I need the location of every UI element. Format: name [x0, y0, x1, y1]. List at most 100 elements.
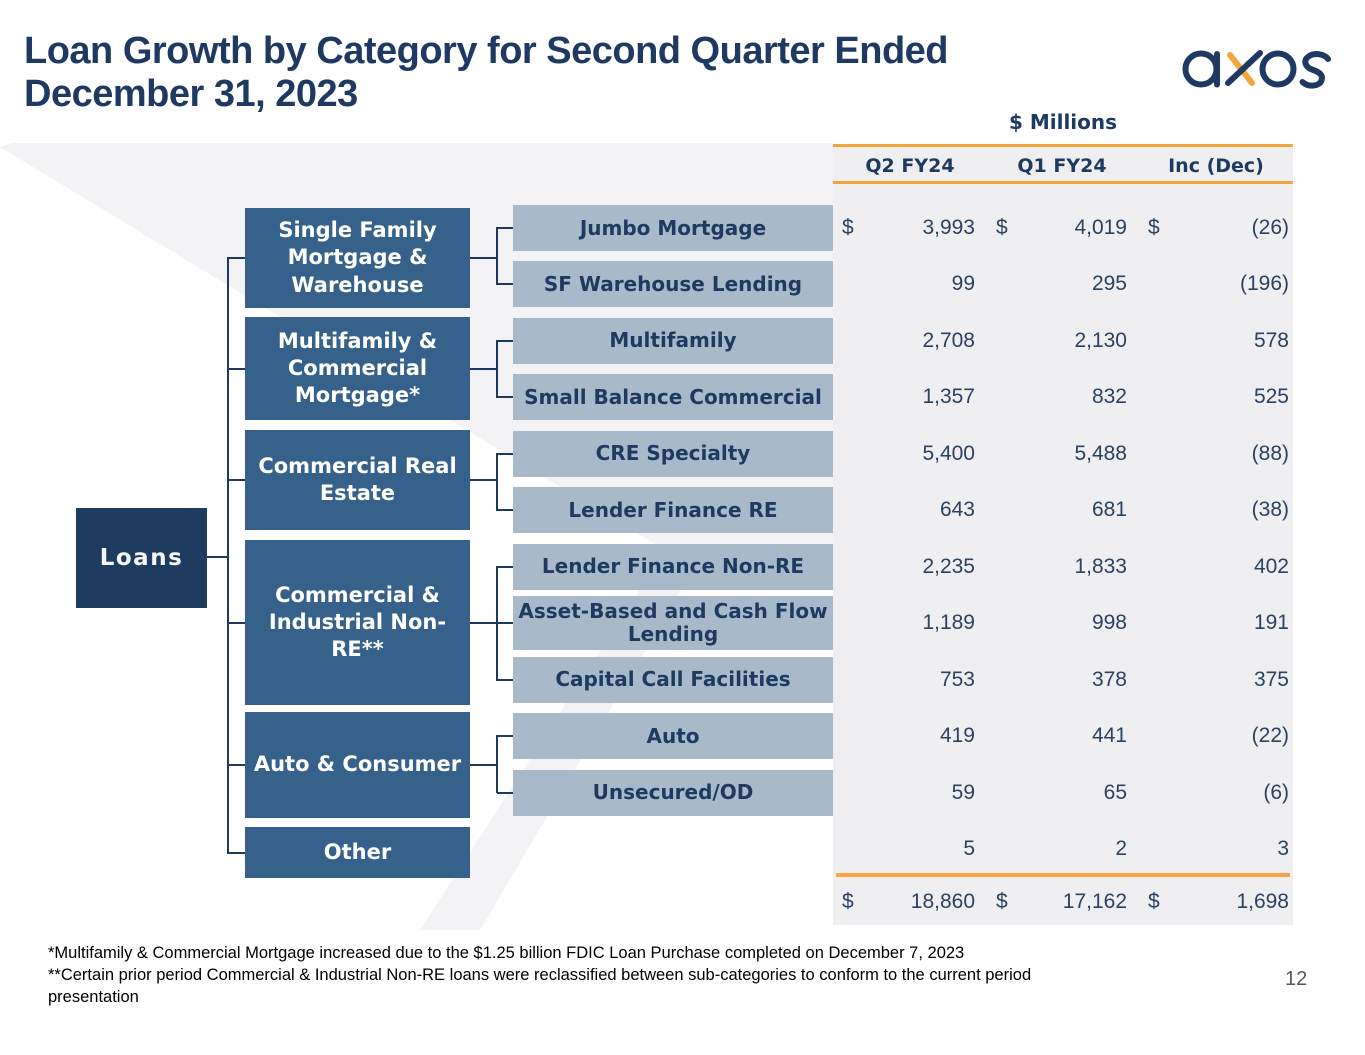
table-panel	[833, 146, 1293, 925]
row-3-value-inc: 525	[1253, 385, 1289, 409]
page-number: 12	[1285, 968, 1308, 990]
row-6-value-q2: 2,235	[922, 554, 975, 578]
subcategory-connector-line	[497, 452, 513, 455]
category-box-3: Commercial & Industrial Non-RE**	[245, 540, 470, 705]
column-header-inc: Inc (Dec)	[1168, 155, 1264, 177]
subcategory-connector-line	[497, 678, 513, 681]
row-3-value-q1: 832	[1091, 385, 1127, 409]
row-11-value-q2: 5	[963, 836, 975, 860]
total-value-inc: 1,698	[1236, 890, 1289, 913]
total-dollar-q1: $	[996, 890, 1008, 913]
total-value-q2: 18,860	[910, 890, 975, 913]
subcategory-connector-line	[497, 509, 513, 512]
subcategory-connector-line	[497, 735, 513, 738]
subcategory-box-5: Lender Finance RE	[513, 487, 833, 534]
row-10-value-q1: 65	[1103, 780, 1127, 804]
subcategory-connector-line	[497, 283, 513, 286]
row-2-value-inc: 578	[1253, 328, 1289, 352]
row-5-value-inc: (38)	[1251, 498, 1289, 522]
row-1-value-q1: 295	[1091, 272, 1127, 296]
subcategory-connector-line	[497, 396, 513, 399]
bracket-vertical-line	[496, 227, 498, 286]
category-connector-line	[228, 764, 245, 766]
row-1-value-inc: (196)	[1239, 272, 1289, 296]
category-box-2: Commercial Real Estate	[245, 430, 470, 530]
row-5-value-q1: 681	[1091, 498, 1127, 522]
row-0-dollar-inc: $	[1148, 216, 1160, 239]
row-11-value-inc: 3	[1277, 836, 1289, 860]
header-top-rule	[833, 144, 1293, 147]
subcategory-box-6: Lender Finance Non-RE	[513, 543, 833, 590]
row-8-value-inc: 375	[1253, 667, 1289, 691]
subcategory-connector-line	[497, 791, 513, 794]
row-9-value-q1: 441	[1091, 724, 1127, 748]
loans-connector-line	[207, 556, 228, 558]
category-connector-line	[228, 367, 245, 370]
category-box-0: Single Family Mortgage & Warehouse	[245, 208, 470, 308]
row-7-value-inc: 191	[1253, 611, 1289, 635]
axos-logo	[1182, 50, 1331, 89]
logo-letter-o	[1259, 50, 1297, 88]
total-rule	[836, 873, 1290, 877]
category-connector-line	[228, 621, 245, 624]
category-box-4: Auto & Consumer	[245, 712, 470, 818]
subcategory-box-8: Capital Call Facilities	[513, 656, 833, 703]
category-connector-line	[228, 851, 245, 854]
row-6-value-q1: 1,833	[1074, 554, 1127, 578]
subcategory-box-4: CRE Specialty	[513, 430, 833, 477]
row-9-value-q2: 419	[939, 724, 975, 748]
bracket-stem-line	[470, 621, 497, 624]
subcategory-box-1: SF Warehouse Lending	[513, 261, 833, 308]
bracket-stem-line	[470, 764, 497, 766]
column-header-q2: Q2 FY24	[865, 155, 955, 177]
row-8-value-q2: 753	[939, 667, 975, 691]
row-4-value-inc: (88)	[1251, 441, 1289, 465]
subcategory-connector-line	[497, 565, 513, 568]
tree-trunk-line	[227, 257, 229, 854]
bracket-stem-line	[470, 479, 497, 481]
row-4-value-q1: 5,488	[1074, 441, 1127, 465]
category-connector-line	[228, 479, 245, 481]
subcategory-connector-line	[497, 339, 513, 342]
category-box-5: Other	[245, 827, 470, 878]
logo-letter-a	[1182, 50, 1220, 88]
row-2-value-q1: 2,130	[1074, 328, 1127, 352]
subcategory-connector-line	[497, 227, 513, 229]
bracket-vertical-line	[496, 735, 498, 794]
row-11-value-q1: 2	[1115, 836, 1127, 860]
footnote-2: **Certain prior period Commercial & Indu…	[48, 966, 1032, 1006]
subcategory-box-0: Jumbo Mortgage	[513, 205, 833, 251]
row-0-value-q1: 4,019	[1074, 216, 1127, 239]
logo-letter-s	[1299, 51, 1331, 89]
category-connector-line	[228, 257, 245, 259]
bracket-stem-line	[470, 367, 497, 370]
row-10-value-q2: 59	[951, 780, 975, 804]
row-6-value-inc: 402	[1253, 554, 1289, 578]
row-0-dollar-q1: $	[996, 216, 1008, 239]
total-value-q1: 17,162	[1062, 890, 1127, 913]
row-3-value-q2: 1,357	[922, 385, 975, 409]
row-4-value-q2: 5,400	[922, 441, 975, 465]
page-title: Loan Growth by Category for Second Quart…	[24, 30, 949, 115]
footnote-1: *Multifamily & Commercial Mortgage incre…	[48, 944, 965, 962]
row-9-value-inc: (22)	[1251, 724, 1289, 748]
bracket-vertical-line	[496, 452, 498, 512]
subcategory-box-2: Multifamily	[513, 317, 833, 364]
loans-root-box: Loans	[76, 508, 207, 608]
header-bottom-rule	[833, 181, 1293, 184]
row-8-value-q1: 378	[1091, 667, 1127, 691]
row-10-value-inc: (6)	[1263, 780, 1289, 804]
bracket-vertical-line	[496, 339, 498, 399]
bracket-stem-line	[470, 257, 497, 259]
row-5-value-q2: 643	[939, 498, 975, 522]
units-label: $ Millions	[1008, 110, 1118, 134]
subcategory-box-7: Asset-Based and Cash Flow Lending	[513, 596, 833, 651]
row-0-value-q2: 3,993	[922, 216, 975, 239]
row-0-dollar-q2: $	[842, 216, 854, 239]
row-1-value-q2: 99	[951, 272, 975, 296]
total-dollar-inc: $	[1148, 890, 1160, 913]
subcategory-connector-line	[497, 622, 513, 625]
subcategory-box-10: Unsecured/OD	[513, 769, 833, 816]
row-7-value-q1: 998	[1091, 611, 1127, 635]
